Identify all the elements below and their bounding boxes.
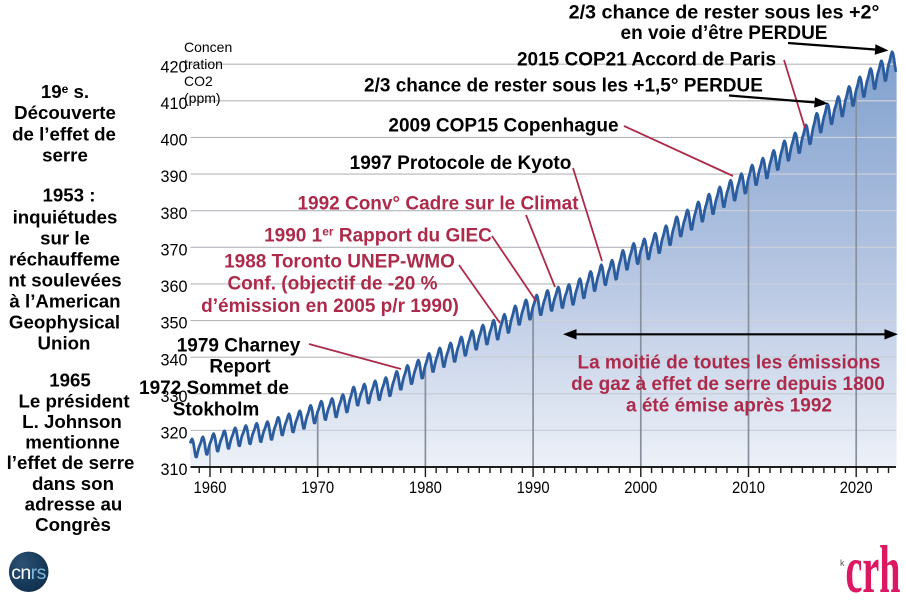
svg-text:1965: 1965 — [49, 370, 91, 391]
svg-text:1970: 1970 — [301, 478, 334, 497]
svg-text:(ppm): (ppm) — [184, 90, 221, 106]
svg-text:420: 420 — [161, 57, 188, 76]
svg-text:a été émise après 1992: a été émise après 1992 — [626, 395, 832, 416]
svg-text:L. Johnson: L. Johnson — [22, 411, 122, 432]
svg-text:l’effet de serre: l’effet de serre — [7, 452, 135, 473]
svg-text:Report: Report — [209, 356, 271, 377]
svg-text:d’émission en 2005 p/r 1990): d’émission en 2005 p/r 1990) — [201, 296, 459, 317]
svg-text:1992 Conv° Cadre sur le Climat: 1992 Conv° Cadre sur le Climat — [297, 193, 579, 214]
svg-text:Union: Union — [38, 333, 91, 354]
svg-text:1972 Sommet de: 1972 Sommet de — [139, 378, 289, 399]
svg-text:1953 :: 1953 : — [43, 185, 96, 206]
svg-text:2/3 chance de rester sous les: 2/3 chance de rester sous les +1,5° PERD… — [364, 75, 763, 96]
svg-text:en voie d’être PERDUE: en voie d’être PERDUE — [621, 23, 828, 44]
svg-text:La moitié de toutes les émissi: La moitié de toutes les émissions — [577, 353, 880, 374]
svg-text:2010: 2010 — [732, 478, 765, 497]
svg-text:2009 COP15 Copenhague: 2009 COP15 Copenhague — [388, 115, 618, 136]
svg-text:2/3 chance de rester sous les: 2/3 chance de rester sous les +2° — [569, 2, 880, 24]
svg-text:360: 360 — [161, 277, 188, 296]
svg-text:dans son: dans son — [32, 473, 114, 494]
svg-text:mentionne: mentionne — [25, 432, 119, 453]
svg-text:2015 COP21 Accord de Paris: 2015 COP21 Accord de Paris — [517, 49, 776, 70]
svg-text:Geophysical: Geophysical — [9, 312, 120, 333]
svg-text:370: 370 — [161, 241, 188, 260]
svg-text:Découverte: Découverte — [14, 102, 116, 123]
svg-text:320: 320 — [161, 424, 188, 443]
svg-text:19e s.: 19e s. — [41, 81, 89, 102]
svg-text:k: k — [840, 558, 845, 568]
svg-text:inquiétudes: inquiétudes — [13, 207, 118, 228]
svg-text:1960: 1960 — [194, 478, 227, 497]
svg-text:cnrs: cnrs — [11, 562, 46, 584]
svg-text:340: 340 — [161, 350, 188, 369]
svg-text:390: 390 — [161, 167, 188, 186]
svg-text:Conf. (objectif de -20 %: Conf. (objectif de -20 % — [227, 273, 437, 294]
svg-text:1990 1er Rapport du GIEC: 1990 1er Rapport du GIEC — [264, 225, 492, 247]
svg-text:2000: 2000 — [624, 478, 657, 497]
svg-text:1980: 1980 — [409, 478, 442, 497]
svg-text:Congrès: Congrès — [35, 514, 111, 535]
svg-text:Stokholm: Stokholm — [173, 399, 260, 420]
svg-text:Le président: Le président — [18, 391, 129, 412]
svg-text:crh: crh — [845, 532, 900, 605]
svg-text:adresse au: adresse au — [25, 494, 123, 515]
svg-text:Concen: Concen — [184, 39, 232, 55]
svg-text:de l’effet de: de l’effet de — [12, 124, 116, 145]
svg-text:1979 Charney: 1979 Charney — [177, 335, 301, 356]
svg-text:à l’American: à l’American — [9, 291, 120, 312]
svg-text:CO2: CO2 — [184, 73, 213, 89]
svg-text:tration: tration — [184, 56, 223, 72]
svg-text:réchauffeme: réchauffeme — [9, 249, 120, 270]
svg-text:310: 310 — [161, 460, 188, 479]
svg-text:serre: serre — [42, 145, 88, 166]
svg-text:400: 400 — [161, 131, 188, 150]
svg-text:350: 350 — [161, 314, 188, 333]
svg-text:380: 380 — [161, 204, 188, 223]
svg-text:nt soulevées: nt soulevées — [8, 270, 121, 291]
svg-text:1990: 1990 — [517, 478, 550, 497]
svg-text:sur le: sur le — [40, 228, 90, 249]
svg-text:1988 Toronto UNEP-WMO: 1988 Toronto UNEP-WMO — [224, 251, 455, 272]
svg-text:de gaz à effet de serre depuis: de gaz à effet de serre depuis 1800 — [571, 374, 885, 395]
svg-text:1997 Protocole de Kyoto: 1997 Protocole de Kyoto — [350, 153, 572, 174]
svg-text:2020: 2020 — [840, 478, 873, 497]
svg-text:330: 330 — [161, 387, 188, 406]
svg-text:410: 410 — [161, 94, 188, 113]
